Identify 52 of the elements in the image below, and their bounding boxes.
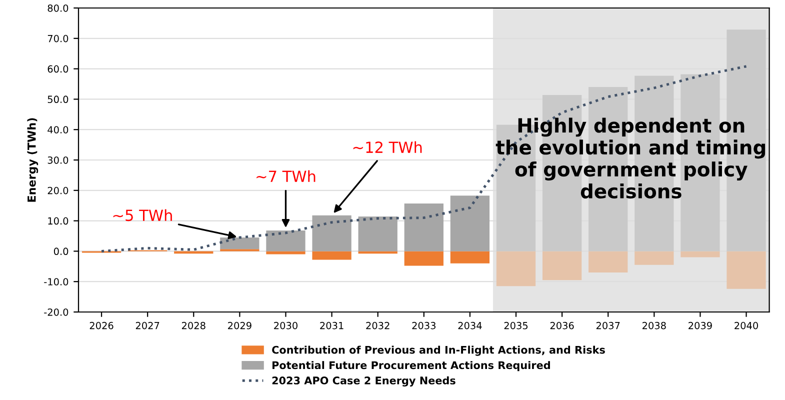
bar	[450, 251, 490, 264]
y-axis-title: Energy (TWh)	[27, 118, 38, 202]
bar	[496, 251, 536, 286]
annotation: ~7 TWh	[256, 170, 316, 182]
legend-label: Potential Future Procurement Actions Required	[272, 361, 550, 372]
y-tick-label: 50.0	[48, 96, 68, 104]
x-tick-label: 2030	[274, 322, 298, 330]
bar	[404, 203, 444, 252]
x-tick-label: 2026	[90, 322, 114, 330]
legend-label: Contribution of Previous and In-Flight Actions, and Risks	[272, 346, 605, 356]
x-tick-label: 2034	[458, 322, 482, 330]
y-tick-label: 60.0	[48, 65, 68, 73]
bar	[174, 251, 214, 254]
x-tick-label: 2040	[734, 322, 758, 330]
bar	[542, 251, 582, 280]
x-tick-label: 2032	[366, 322, 390, 330]
y-tick-label: 40.0	[48, 126, 68, 134]
y-tick-label: -10.0	[44, 278, 68, 286]
x-tick-label: 2035	[504, 322, 528, 330]
band-label: Highly dependent on the evolution and timing of government policy decisions	[496, 118, 766, 199]
x-tick-label: 2038	[642, 322, 666, 330]
y-tick-label: 20.0	[48, 186, 68, 194]
bar	[726, 251, 766, 289]
x-tick-label: 2036	[550, 322, 574, 330]
bar	[220, 238, 260, 250]
x-tick-label: 2031	[320, 322, 344, 330]
y-tick-label: 30.0	[48, 156, 68, 164]
y-tick-label: -20.0	[44, 308, 68, 316]
x-tick-label: 2027	[136, 322, 160, 330]
annotation: ~12 TWh	[353, 141, 422, 153]
bar	[312, 215, 352, 252]
bar	[404, 251, 444, 266]
bar	[358, 216, 398, 252]
bar	[266, 251, 306, 254]
bar	[634, 251, 674, 265]
x-tick-label: 2039	[688, 322, 712, 330]
bar	[450, 196, 490, 252]
bar	[266, 230, 306, 252]
bar	[358, 251, 398, 254]
y-tick-label: 80.0	[48, 4, 68, 12]
bar	[312, 251, 352, 260]
x-tick-label: 2028	[182, 322, 206, 330]
legend-label: 2023 APO Case 2 Energy Needs	[272, 376, 456, 387]
annotation: ~5 TWh	[113, 209, 172, 222]
x-tick-label: 2037	[596, 322, 620, 330]
bar	[680, 251, 720, 258]
x-tick-label: 2029	[228, 322, 252, 330]
bar	[588, 251, 628, 272]
x-tick-label: 2033	[412, 322, 436, 330]
y-tick-label: 0.0	[54, 248, 68, 256]
y-tick-label: 10.0	[48, 217, 68, 225]
y-tick-label: 70.0	[48, 34, 68, 42]
